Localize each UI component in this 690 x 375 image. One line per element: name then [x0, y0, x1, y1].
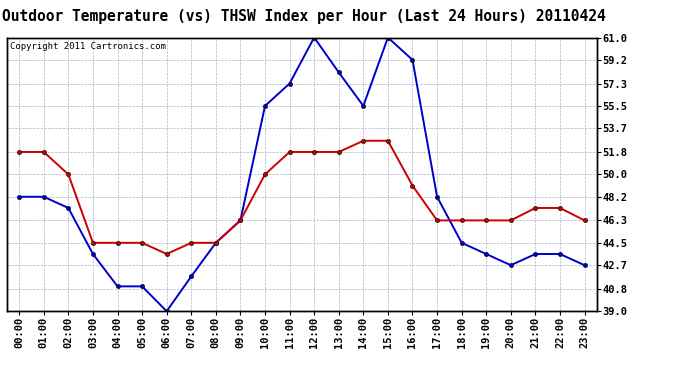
Text: Copyright 2011 Cartronics.com: Copyright 2011 Cartronics.com: [10, 42, 166, 51]
Text: Outdoor Temperature (vs) THSW Index per Hour (Last 24 Hours) 20110424: Outdoor Temperature (vs) THSW Index per …: [2, 9, 606, 24]
